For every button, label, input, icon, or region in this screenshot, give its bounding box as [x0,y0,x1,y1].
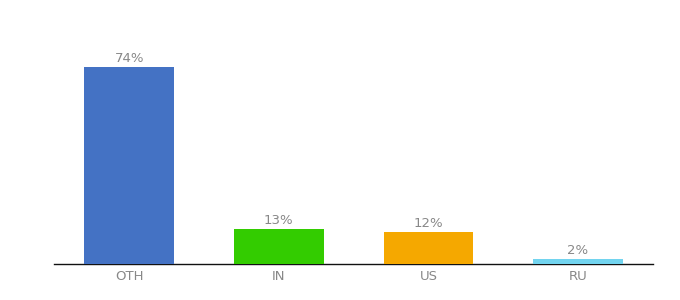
Bar [234,230,324,264]
Bar [533,259,623,264]
Bar [84,67,174,264]
Bar [384,232,473,264]
Text: 74%: 74% [114,52,144,65]
Text: 2%: 2% [567,244,589,256]
Text: 12%: 12% [413,217,443,230]
Text: 13%: 13% [264,214,294,227]
